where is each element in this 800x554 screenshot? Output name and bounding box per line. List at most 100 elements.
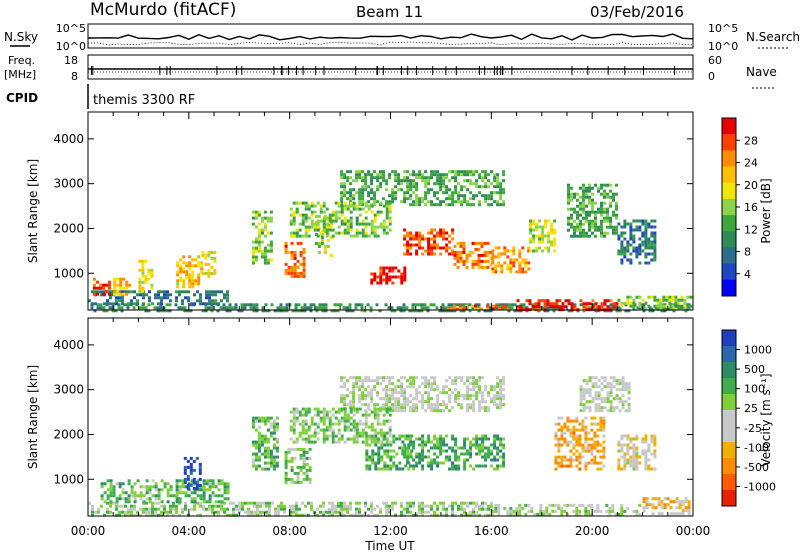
heatmap-cell <box>112 494 116 498</box>
heatmap-cell <box>364 176 368 180</box>
heatmap-cell <box>617 443 621 447</box>
heatmap-cell <box>251 249 255 253</box>
heatmap-cell <box>587 503 591 507</box>
heatmap-cell <box>415 197 419 201</box>
heatmap-cell <box>257 425 261 429</box>
heatmap-cell <box>343 410 347 414</box>
heatmap-cell <box>293 271 297 275</box>
heatmap-cell <box>435 306 439 310</box>
heatmap-cell <box>650 467 654 471</box>
heatmap-cell <box>603 210 606 214</box>
heatmap-cell <box>621 394 625 398</box>
heatmap-cell <box>385 182 389 186</box>
heatmap-cell <box>587 449 591 453</box>
x-tick-label: 20:00 <box>575 524 610 538</box>
heatmap-cell <box>382 197 386 201</box>
heatmap-cell <box>456 253 460 257</box>
heatmap-cell <box>469 203 473 207</box>
heatmap-cell <box>444 309 448 313</box>
heatmap-cell <box>257 431 261 435</box>
heatmap-cell <box>541 231 545 235</box>
heatmap-cell <box>208 497 212 501</box>
heatmap-cell <box>590 461 594 465</box>
heatmap-cell <box>240 309 244 313</box>
colorbar-frame <box>721 329 737 507</box>
heatmap-cell <box>312 303 316 307</box>
heatmap-cell <box>424 510 427 514</box>
heatmap-cell <box>597 189 600 193</box>
heatmap-cell <box>433 403 437 407</box>
heatmap-cell <box>269 458 273 462</box>
heatmap-cell <box>472 443 476 447</box>
heatmap-cell <box>211 293 214 297</box>
heatmap-cell <box>547 249 551 253</box>
heatmap-cell <box>624 385 628 389</box>
heatmap-cell <box>346 504 349 508</box>
heatmap-cell <box>194 279 198 283</box>
heatmap-cell <box>502 443 506 447</box>
heatmap-cell <box>481 455 485 459</box>
heatmap-cell <box>147 303 151 307</box>
heatmap-cell <box>647 252 651 256</box>
heatmap-cell <box>319 210 323 214</box>
heatmap-cell <box>334 507 337 511</box>
heatmap-cell <box>585 204 588 208</box>
heatmap-cell <box>632 467 636 471</box>
heatmap-cell <box>487 197 491 201</box>
heatmap-cell <box>496 437 500 441</box>
heatmap-cell <box>635 455 639 459</box>
heatmap-cell <box>578 503 582 507</box>
heatmap-cell <box>603 207 606 211</box>
heatmap-cell <box>453 250 457 254</box>
heatmap-cell <box>418 234 422 238</box>
heatmap-cell <box>198 465 202 469</box>
heatmap-cell <box>346 510 349 514</box>
heatmap-cell <box>427 179 431 183</box>
heatmap-cell <box>597 385 601 389</box>
heatmap-cell <box>109 488 113 492</box>
heatmap-cell <box>403 391 407 395</box>
heatmap-cell <box>169 488 173 492</box>
heatmap-cell <box>157 497 161 501</box>
heatmap-cell <box>253 504 256 508</box>
heatmap-cell <box>406 243 410 247</box>
heatmap-cell <box>581 503 585 507</box>
heatmap-cell <box>618 388 622 392</box>
heatmap-cell <box>371 452 375 456</box>
heatmap-cell <box>175 507 178 511</box>
colorbar-swatch <box>722 410 736 427</box>
y-tick-label: 3000 <box>53 177 84 191</box>
heatmap-cell <box>385 391 389 395</box>
heatmap-cell <box>665 298 669 302</box>
heatmap-cell <box>617 298 621 302</box>
heatmap-cell <box>364 204 368 208</box>
heatmap-cell <box>527 261 531 265</box>
heatmap-cell <box>466 397 470 401</box>
heatmap-cell <box>638 237 642 241</box>
heatmap-cell <box>406 185 410 189</box>
heatmap-cell <box>627 406 631 410</box>
heatmap-cell <box>529 222 533 226</box>
heatmap-cell <box>268 501 271 505</box>
heatmap-cell <box>388 419 392 423</box>
heatmap-cell <box>518 270 522 274</box>
heatmap-cell <box>445 176 449 180</box>
heatmap-cell <box>285 309 289 313</box>
heatmap-cell <box>537 305 541 309</box>
heatmap-cell <box>208 293 211 297</box>
heatmap-cell <box>484 400 488 404</box>
heatmap-cell <box>554 461 558 465</box>
heatmap-cell <box>121 488 125 492</box>
heatmap-cell <box>205 479 209 483</box>
heatmap-cell <box>557 428 561 432</box>
heatmap-cell <box>263 452 267 456</box>
heatmap-cell <box>532 228 536 232</box>
heatmap-cell <box>424 379 428 383</box>
heatmap-cell <box>183 477 187 481</box>
heatmap-cell <box>487 507 490 511</box>
heatmap-cell <box>588 302 592 306</box>
heatmap-cell <box>600 210 603 214</box>
heatmap-cell <box>304 419 308 423</box>
heatmap-cell <box>582 409 586 413</box>
heatmap-cell <box>145 479 149 483</box>
